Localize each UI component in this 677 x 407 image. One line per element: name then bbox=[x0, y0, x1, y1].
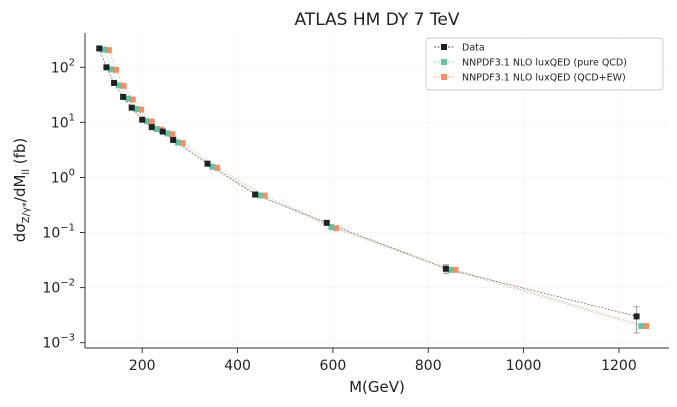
y-tick-label: 10−1 bbox=[42, 223, 75, 242]
x-tick-label: 1200 bbox=[601, 358, 637, 374]
legend-label: NNPDF3.1 NLO luxQED (pure QCD) bbox=[462, 58, 627, 69]
x-tick-label: 800 bbox=[415, 358, 442, 374]
legend-label: Data bbox=[462, 43, 485, 54]
data-point bbox=[633, 313, 640, 320]
y-tick-base: 10 bbox=[51, 170, 69, 186]
data-point bbox=[103, 64, 110, 71]
data-point bbox=[105, 47, 112, 54]
data-point bbox=[209, 163, 216, 170]
x-axis-label: M(GeV) bbox=[349, 378, 405, 396]
y-tick-label: 10−2 bbox=[42, 278, 75, 297]
data-point bbox=[143, 118, 150, 125]
x-tick-label: 1000 bbox=[506, 358, 542, 374]
legend-marker bbox=[441, 44, 447, 50]
data-point bbox=[133, 106, 140, 113]
data-point bbox=[214, 164, 221, 171]
y-tick-exponent: 1 bbox=[69, 112, 75, 123]
data-point bbox=[452, 266, 459, 273]
x-tick-label: 600 bbox=[320, 358, 347, 374]
legend-entries: Data NNPDF3.1 NLO luxQED (pure QCD) NNPDF3… bbox=[434, 43, 627, 84]
series-line bbox=[108, 50, 647, 327]
y-label-sub2: ll bbox=[21, 169, 32, 175]
y-tick-exponent: −3 bbox=[60, 333, 75, 344]
data-point bbox=[112, 66, 119, 73]
x-tick-label: 200 bbox=[129, 358, 156, 374]
data-point bbox=[128, 104, 135, 111]
y-label-sub: Z/γ* bbox=[21, 202, 32, 223]
y-tick-exponent: 0 bbox=[69, 167, 75, 178]
data-point bbox=[204, 160, 211, 167]
y-tick-base: 10 bbox=[51, 115, 69, 131]
y-tick-label: 102 bbox=[51, 57, 75, 76]
data-point bbox=[261, 192, 268, 199]
data-point bbox=[101, 46, 108, 53]
data-point bbox=[442, 265, 449, 272]
y-label-main: dσ bbox=[11, 223, 29, 243]
data-point bbox=[638, 323, 645, 330]
x-tick-label: 400 bbox=[224, 358, 251, 374]
data-point bbox=[120, 82, 127, 89]
data-point bbox=[164, 130, 171, 137]
y-tick-base: 10 bbox=[42, 336, 60, 352]
y-tick-base: 10 bbox=[42, 226, 60, 242]
markers bbox=[96, 45, 650, 330]
legend-label: NNPDF3.1 NLO luxQED (QCD+EW) bbox=[462, 73, 626, 84]
legend-marker bbox=[441, 74, 447, 80]
legend-marker bbox=[441, 59, 447, 65]
data-point bbox=[323, 219, 330, 226]
y-tick-exponent: 2 bbox=[69, 57, 75, 68]
legend: Data NNPDF3.1 NLO luxQED (pure QCD) NNPDF3… bbox=[425, 37, 664, 91]
data-point bbox=[256, 192, 263, 199]
legend-box bbox=[425, 37, 664, 91]
y-tick-label: 101 bbox=[51, 112, 75, 131]
y-tick-base: 10 bbox=[42, 281, 60, 297]
data-point bbox=[333, 225, 340, 232]
y-label-mid: /dM bbox=[11, 175, 29, 203]
data-point bbox=[328, 224, 335, 231]
data-point bbox=[179, 140, 186, 147]
data-point bbox=[170, 136, 177, 143]
data-point bbox=[252, 191, 259, 198]
y-label-tail: (fb) bbox=[11, 138, 29, 169]
y-tick-exponent: −2 bbox=[60, 278, 75, 289]
data-point bbox=[153, 125, 160, 132]
series-line bbox=[103, 49, 642, 327]
data-point bbox=[120, 93, 127, 100]
y-axis-label: dσZ/γ*/dMll (fb) bbox=[11, 138, 32, 243]
data-point bbox=[115, 82, 122, 89]
y-tick-base: 10 bbox=[51, 60, 69, 76]
y-tick-exponent: −1 bbox=[60, 223, 75, 234]
data-point bbox=[169, 131, 176, 138]
data-point bbox=[96, 45, 103, 52]
data-point bbox=[174, 139, 181, 146]
data-point bbox=[111, 79, 118, 86]
data-point bbox=[108, 66, 115, 73]
data-point bbox=[139, 116, 146, 123]
data-point bbox=[124, 95, 131, 102]
chart-title: ATLAS HM DY 7 TeV bbox=[295, 10, 460, 30]
data-point bbox=[159, 128, 166, 135]
data-point bbox=[148, 118, 155, 125]
data-point bbox=[148, 124, 155, 131]
data-point bbox=[129, 96, 136, 103]
data-point bbox=[138, 106, 145, 113]
y-tick-label: 100 bbox=[51, 167, 75, 186]
data-point bbox=[643, 323, 650, 330]
y-tick-label: 10−3 bbox=[42, 333, 75, 352]
x-ticks: 200 400 600 800 1000 1200 bbox=[129, 348, 637, 374]
data-point bbox=[447, 266, 454, 273]
